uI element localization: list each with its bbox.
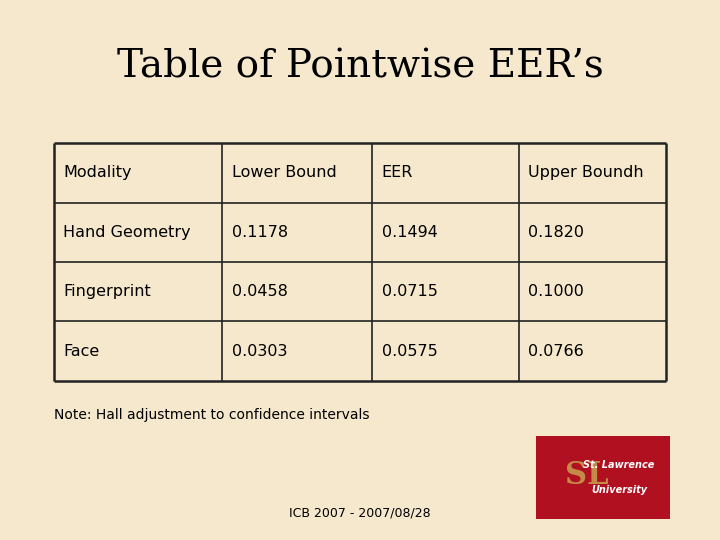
Text: Face: Face (63, 343, 99, 359)
Text: 0.1000: 0.1000 (528, 284, 585, 299)
Text: 0.1820: 0.1820 (528, 225, 585, 240)
Text: SL: SL (565, 461, 609, 491)
Text: 0.0575: 0.0575 (382, 343, 437, 359)
Text: Lower Bound: Lower Bound (232, 165, 336, 180)
Text: 0.0766: 0.0766 (528, 343, 584, 359)
FancyBboxPatch shape (536, 436, 670, 519)
Text: University: University (591, 485, 647, 495)
Text: 0.0715: 0.0715 (382, 284, 438, 299)
Text: 0.0458: 0.0458 (232, 284, 287, 299)
Text: EER: EER (382, 165, 413, 180)
Text: Note: Hall adjustment to confidence intervals: Note: Hall adjustment to confidence inte… (54, 408, 369, 422)
Text: Modality: Modality (63, 165, 132, 180)
Text: Hand Geometry: Hand Geometry (63, 225, 191, 240)
Text: St. Lawrence: St. Lawrence (583, 460, 654, 470)
Text: Fingerprint: Fingerprint (63, 284, 151, 299)
Text: Upper Boundh: Upper Boundh (528, 165, 644, 180)
Text: Table of Pointwise EER’s: Table of Pointwise EER’s (117, 49, 603, 86)
Text: 0.0303: 0.0303 (232, 343, 287, 359)
Text: 0.1494: 0.1494 (382, 225, 438, 240)
Text: ICB 2007 - 2007/08/28: ICB 2007 - 2007/08/28 (289, 507, 431, 519)
Bar (54, 143, 666, 381)
Text: 0.1178: 0.1178 (232, 225, 288, 240)
